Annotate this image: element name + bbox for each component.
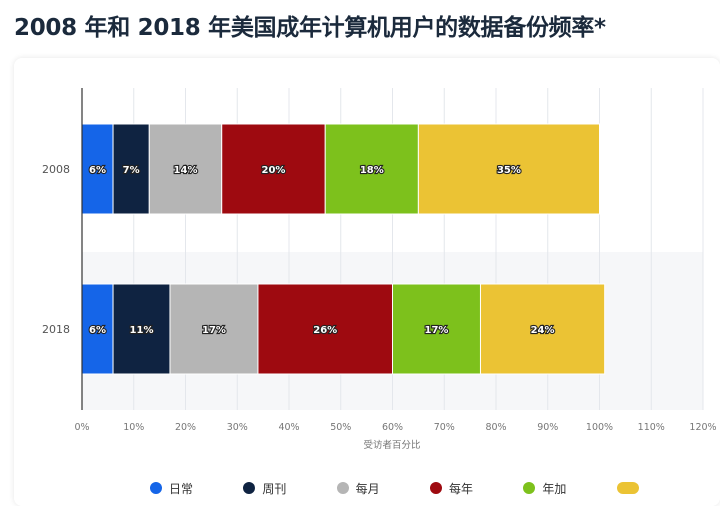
bar-segment [417,123,600,215]
x-tick-label: 120% [689,422,716,433]
bar-segment [112,283,171,375]
data-label: 24% [531,325,555,336]
x-tick-label: 0% [74,422,89,433]
legend-label: 每年 [448,481,473,496]
x-tick-label: 100% [586,422,613,433]
bar-segment [169,283,259,375]
legend-item[interactable]: 周刊 [243,480,336,497]
bar-segment [148,123,223,215]
legend-item[interactable]: 年加 [523,480,616,497]
legend-swatch [429,482,442,494]
legend-label: 每月 [355,481,380,496]
bar-segment [221,123,326,215]
bar-segment [479,283,606,375]
x-tick-label: 90% [537,422,558,433]
x-tick-label: 80% [485,422,506,433]
data-label: 7% [123,165,140,176]
legend-item[interactable]: 每年 [429,480,523,497]
x-tick-label: 40% [278,422,299,433]
legend-item[interactable] [616,482,710,494]
bar-segment [324,123,419,215]
data-label: 14% [174,165,198,176]
legend-swatch [243,482,256,494]
category-label: 2008 [42,163,70,176]
x-tick-label: 110% [638,422,665,433]
legend-item[interactable]: 每月 [336,480,430,497]
data-label: 18% [360,165,384,176]
legend-label: 周刊 [262,481,287,496]
data-label: 17% [202,325,226,336]
legend-item[interactable]: 日常 [150,480,243,497]
bar-segment [257,283,394,375]
x-tick-label: 50% [330,422,351,433]
x-tick-label: 70% [434,422,455,433]
data-label: 6% [89,325,106,336]
page-title: 2008 年和 2018 年美国成年计算机用户的数据备份频率* [14,15,606,41]
data-label: 17% [425,325,449,336]
x-tick-label: 60% [382,422,403,433]
legend-swatch [336,482,349,494]
data-label: 6% [89,165,106,176]
data-label: 26% [313,325,337,336]
bar-chart: 6% 7% 14% 20% 18% 35% 2008 6% 11% 17% 26% 17% 24% 201… [42,88,717,451]
bar-segment [392,283,481,375]
legend-label: 日常 [169,481,194,496]
data-label: 35% [497,165,521,176]
x-tick-label: 20% [175,422,196,433]
chart-legend: 日常 周刊 每月 每年 年加 [150,478,710,498]
data-label: 11% [130,325,154,336]
legend-label: 年加 [542,481,567,496]
data-label: 20% [262,165,286,176]
x-axis-title: 受访者百分比 [363,439,420,451]
x-tick-label: 10% [123,422,144,433]
x-tick-label: 30% [227,422,248,433]
legend-swatch [523,482,536,494]
legend-swatch [150,482,162,494]
legend-swatch [616,482,639,494]
category-label: 2018 [42,323,70,336]
